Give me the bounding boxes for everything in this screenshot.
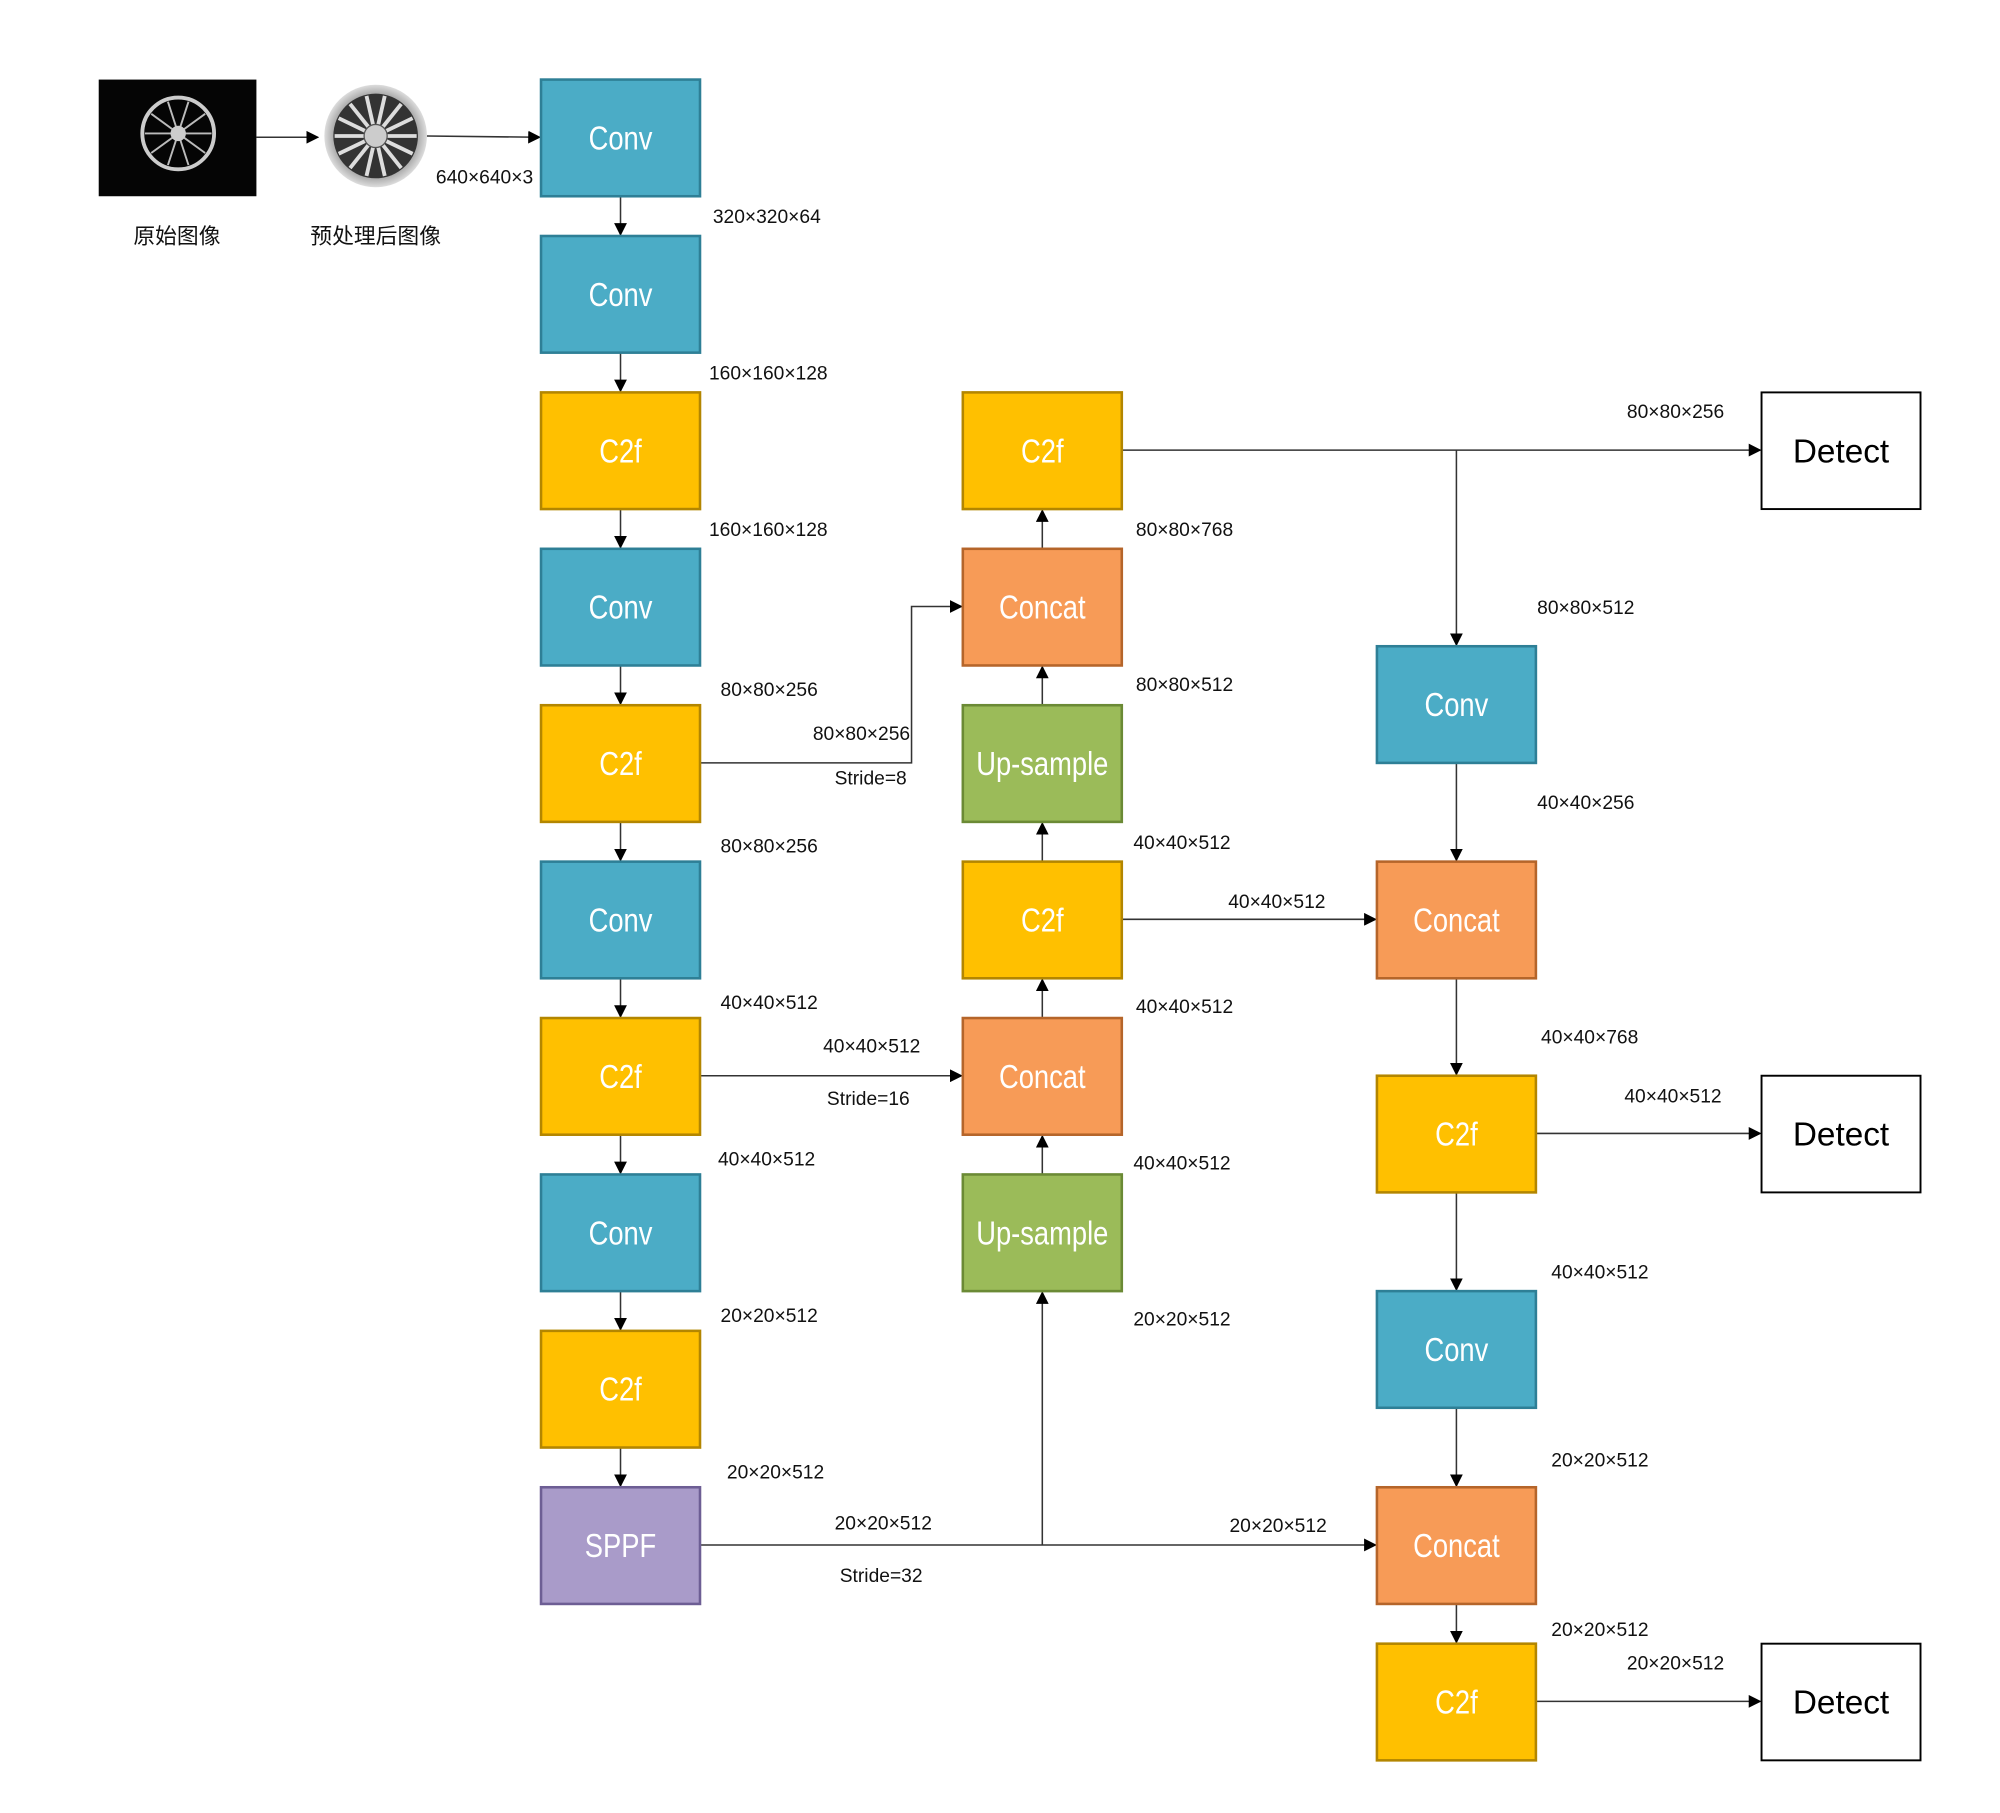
block-label: SPPF: [585, 1528, 656, 1565]
block-label: C2f: [599, 1058, 642, 1095]
concat-block: Concat: [961, 1016, 1124, 1136]
block-label: C2f: [599, 746, 642, 783]
conv-block: Conv: [539, 860, 702, 980]
block-label: C2f: [1021, 433, 1064, 470]
tensor-shape-label: 20×20×512: [727, 1462, 824, 1483]
sppf-block: SPPF: [539, 1485, 702, 1606]
tensor-shape-label: 40×40×512: [1136, 997, 1233, 1018]
tensor-shape-label: 40×40×512: [721, 993, 818, 1014]
block-label: Conv: [589, 589, 653, 626]
block-label: Concat: [1413, 1528, 1500, 1565]
tensor-shape-label: 20×20×512: [1229, 1516, 1326, 1537]
tensor-shape-label: 20×20×512: [1627, 1653, 1724, 1674]
tensor-shape-label: 40×40×512: [1133, 833, 1230, 854]
c2f-block: C2f: [1375, 1074, 1538, 1194]
tensor-shape-label: 40×40×768: [1541, 1028, 1638, 1049]
block-label: Concat: [999, 589, 1086, 626]
block-label: Up-sample: [976, 1215, 1108, 1252]
c2f-block: C2f: [539, 1329, 702, 1449]
c2f-block: C2f: [1375, 1642, 1538, 1762]
tensor-shape-label: 40×40×512: [1551, 1262, 1648, 1283]
conv-block: Conv: [539, 234, 702, 354]
block-label: Detect: [1793, 1117, 1890, 1154]
tensor-shape-label: 40×40×256: [1537, 793, 1634, 814]
tensor-shape-label: 160×160×128: [709, 364, 828, 385]
stride-label: Stride=16: [827, 1089, 910, 1110]
block-label: Up-sample: [976, 746, 1108, 783]
c2f-block: C2f: [539, 703, 702, 824]
stride-label: Stride=8: [835, 769, 907, 790]
block-label: Conv: [1425, 687, 1489, 724]
detect-block: Detect: [1760, 1074, 1922, 1194]
upsample-block: Up-sample: [961, 703, 1124, 824]
tensor-shape-label: 80×80×768: [1136, 520, 1233, 541]
c2f-block: C2f: [961, 860, 1124, 980]
tensor-shape-label: 40×40×512: [718, 1149, 815, 1170]
tensor-shape-label: 40×40×512: [1133, 1153, 1230, 1174]
c2f-block: C2f: [539, 391, 702, 511]
connection-lines: [256, 130, 1762, 1708]
conv-block: Conv: [539, 547, 702, 667]
concat-block: Concat: [1375, 1485, 1538, 1606]
block-label: C2f: [1021, 902, 1064, 939]
block-label: Detect: [1793, 1685, 1890, 1722]
tensor-shape-label: 320×320×64: [713, 207, 821, 228]
preprocessed-image: [324, 84, 427, 188]
tensor-shape-label: 80×80×256: [813, 724, 910, 745]
original-image-caption: 原始图像: [133, 225, 220, 250]
conv-block: Conv: [539, 78, 702, 198]
block-label: C2f: [1435, 1684, 1478, 1721]
tensor-shape-label: 160×160×128: [709, 520, 828, 541]
tensor-shape-label: 80×80×256: [721, 680, 818, 701]
stride-label: Stride=32: [840, 1566, 923, 1587]
tensor-shape-label: 640×640×3: [436, 167, 533, 188]
detect-block: Detect: [1760, 391, 1922, 511]
block-label: Conv: [589, 276, 653, 313]
conv-block: Conv: [539, 1173, 702, 1293]
conv-block: Conv: [1375, 644, 1538, 765]
original-image: [98, 79, 257, 197]
tensor-shape-label: 20×20×512: [1551, 1620, 1648, 1641]
block-label: Concat: [1413, 902, 1500, 939]
tensor-shape-label: 20×20×512: [1133, 1310, 1230, 1331]
block-label: C2f: [599, 433, 642, 470]
c2f-block: C2f: [539, 1016, 702, 1136]
block-label: C2f: [599, 1371, 642, 1408]
preprocessed-image-caption: 预处理后图像: [310, 225, 441, 250]
concat-block: Concat: [1375, 860, 1538, 980]
tensor-shape-label: 40×40×512: [1624, 1087, 1721, 1108]
tensor-shape-label: 80×80×512: [1537, 598, 1634, 619]
block-label: C2f: [1435, 1116, 1478, 1153]
block-label: Conv: [589, 902, 653, 939]
tensor-shape-label: 20×20×512: [721, 1306, 818, 1327]
block-label: Conv: [589, 1215, 653, 1252]
tensor-shape-label: 20×20×512: [835, 1514, 932, 1535]
connection-arrow: [700, 600, 963, 764]
upsample-block: Up-sample: [961, 1173, 1124, 1293]
connection-arrow: [426, 130, 542, 144]
detect-block: Detect: [1760, 1642, 1922, 1762]
concat-block: Concat: [961, 547, 1124, 667]
tensor-shape-label: 80×80×512: [1136, 675, 1233, 696]
tensor-shape-label: 40×40×512: [1228, 892, 1325, 913]
block-label: Conv: [1425, 1331, 1489, 1368]
tensor-shape-label: 40×40×512: [823, 1037, 920, 1058]
conv-block: Conv: [1375, 1289, 1538, 1410]
block-label: Detect: [1793, 433, 1890, 470]
block-label: Concat: [999, 1058, 1086, 1095]
tensor-shape-label: 80×80×256: [1627, 402, 1724, 423]
tensor-shape-label: 20×20×512: [1551, 1451, 1648, 1472]
c2f-block: C2f: [961, 391, 1124, 511]
tensor-shape-label: 80×80×256: [721, 837, 818, 858]
block-label: Conv: [589, 120, 653, 157]
